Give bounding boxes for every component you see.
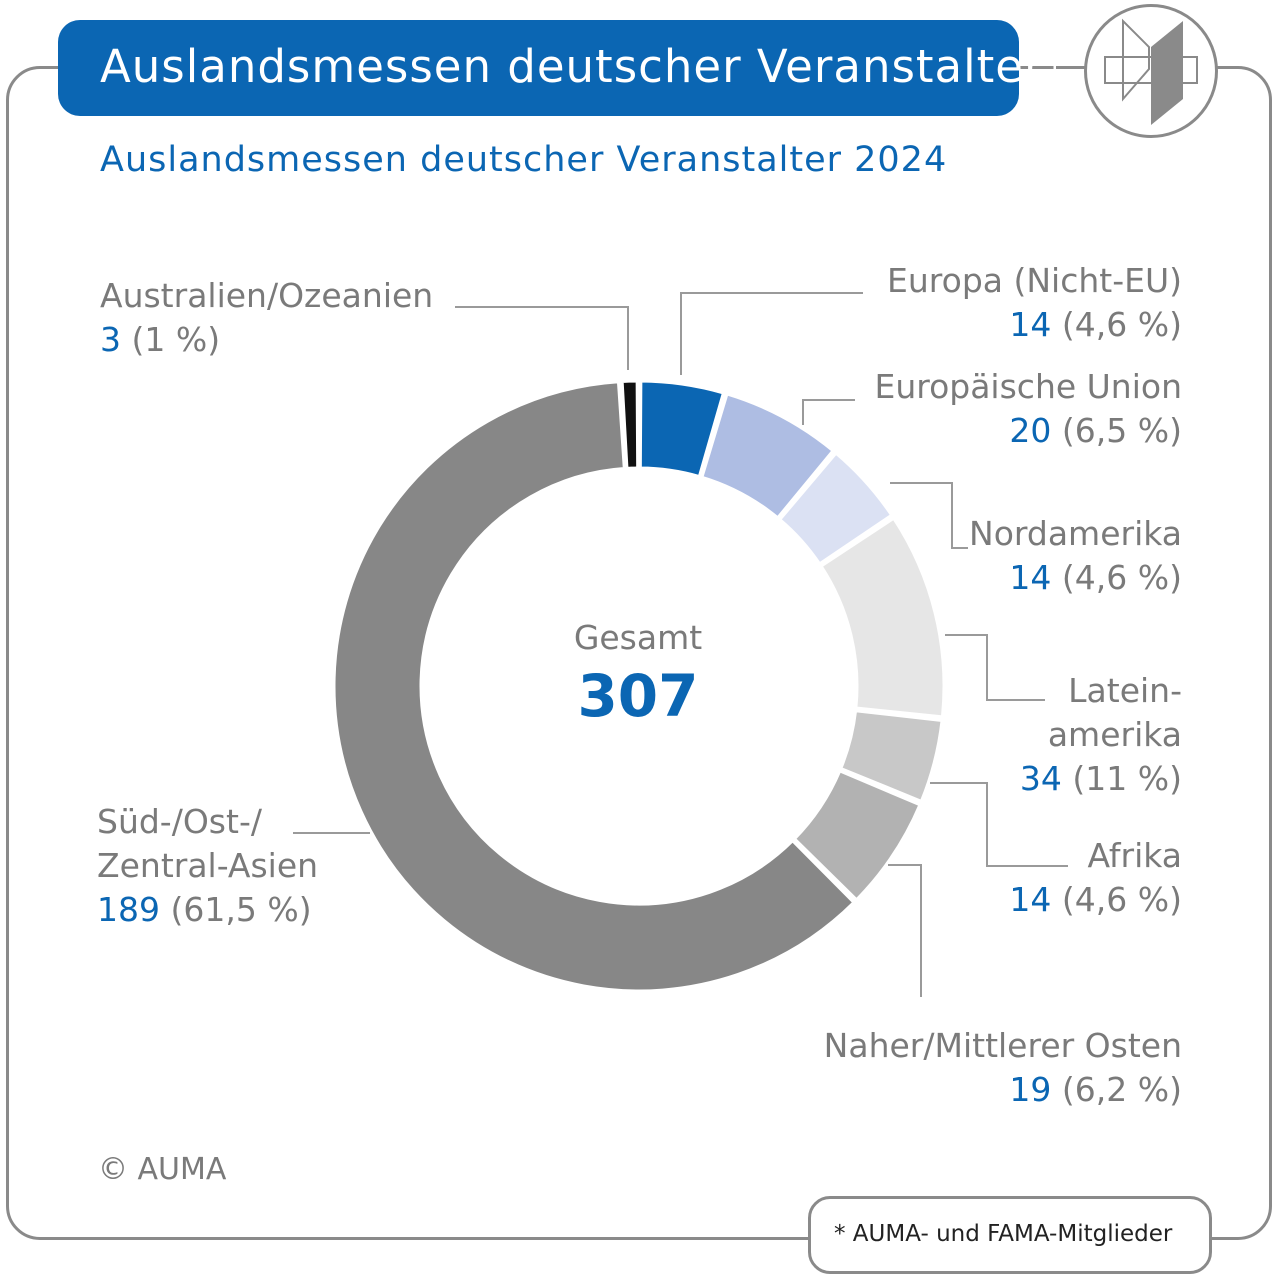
- slice-percent: (4,6 %): [1061, 305, 1182, 344]
- slice-value: 14: [1009, 880, 1052, 919]
- page-title: Auslandsmessen deutscher Veranstalter*: [100, 40, 1067, 93]
- slice-name: Naher/Mittlerer Osten: [823, 1026, 1182, 1065]
- donut-slice-3: [818, 516, 946, 719]
- auma-logo: [1084, 4, 1218, 138]
- footnote: * AUMA- und FAMA-Mitglieder: [834, 1221, 1173, 1247]
- leader-line-nordamerika: [890, 482, 968, 549]
- donut-slice-0: [638, 379, 726, 479]
- donut-slices: [332, 379, 946, 993]
- chart-subtitle: Auslandsmessen deutscher Veranstalter 20…: [100, 140, 948, 180]
- label-asien: Süd-/Ost-/ Zentral-Asien 189 (61,5 %): [97, 800, 318, 932]
- center-total: 307: [577, 662, 699, 730]
- slice-value: 20: [1009, 411, 1052, 450]
- auma-logo-icon: [1104, 18, 1198, 125]
- leader-line-eu: [802, 399, 855, 425]
- donut-slice-1: [700, 392, 836, 520]
- leader-line-europa-nicht-eu: [680, 292, 863, 375]
- label-afrika: Afrika 14 (4,6 %): [1009, 834, 1182, 922]
- label-australien: Australien/Ozeanien 3 (1 %): [100, 274, 433, 362]
- leader-line-lateinamerika: [945, 634, 1045, 701]
- leader-lines: [293, 292, 1068, 997]
- label-eu: Europäische Union 20 (6,5 %): [874, 365, 1182, 453]
- slice-percent: (6,2 %): [1061, 1070, 1182, 1109]
- slice-value: 34: [1019, 759, 1062, 798]
- label-europa-nicht-eu: Europa (Nicht-EU) 14 (4,6 %): [887, 259, 1182, 347]
- center-label: Gesamt: [573, 618, 703, 657]
- slice-value: 14: [1009, 305, 1052, 344]
- title-bar: [58, 20, 1019, 116]
- label-naher-osten: Naher/Mittlerer Osten 19 (6,2 %): [824, 1024, 1182, 1112]
- slice-name-line-1: Latein-: [1068, 671, 1182, 710]
- leader-line-australien: [455, 306, 629, 370]
- slice-value: 14: [1009, 558, 1052, 597]
- slice-name: Nordamerika: [969, 514, 1182, 553]
- slice-name-line-2: amerika: [1047, 715, 1182, 754]
- leader-line-naher-osten: [888, 864, 922, 997]
- slice-name: Europäische Union: [874, 367, 1182, 406]
- copyright: © AUMA: [98, 1152, 227, 1187]
- slice-name-line-2: Zentral-Asien: [97, 846, 319, 885]
- donut-slice-7: [620, 379, 640, 470]
- slice-percent: (1 %): [131, 320, 221, 359]
- label-nordamerika: Nordamerika 14 (4,6 %): [969, 512, 1182, 600]
- donut-slice-6: [332, 380, 857, 993]
- donut-slice-5: [792, 768, 922, 902]
- slice-name: Europa (Nicht-EU): [887, 261, 1182, 300]
- slice-name-line-1: Süd-/Ost-/: [97, 802, 262, 841]
- slice-value: 19: [1009, 1070, 1052, 1109]
- donut-slice-2: [777, 450, 894, 566]
- slice-percent: (6,5 %): [1061, 411, 1182, 450]
- slice-percent: (4,6 %): [1061, 558, 1182, 597]
- slice-value: 189: [97, 890, 160, 929]
- slice-percent: (61,5 %): [170, 890, 312, 929]
- slice-name: Australien/Ozeanien: [100, 276, 434, 315]
- slice-percent: (4,6 %): [1061, 880, 1182, 919]
- slice-value: 3: [100, 320, 121, 359]
- footnote-box: [808, 1196, 1212, 1274]
- slice-percent: (11 %): [1072, 759, 1182, 798]
- slice-name: Afrika: [1087, 836, 1182, 875]
- leader-line-afrika: [930, 782, 1068, 867]
- donut-slice-4: [838, 709, 944, 804]
- label-lateinamerika: Latein- amerika 34 (11 %): [1020, 669, 1182, 801]
